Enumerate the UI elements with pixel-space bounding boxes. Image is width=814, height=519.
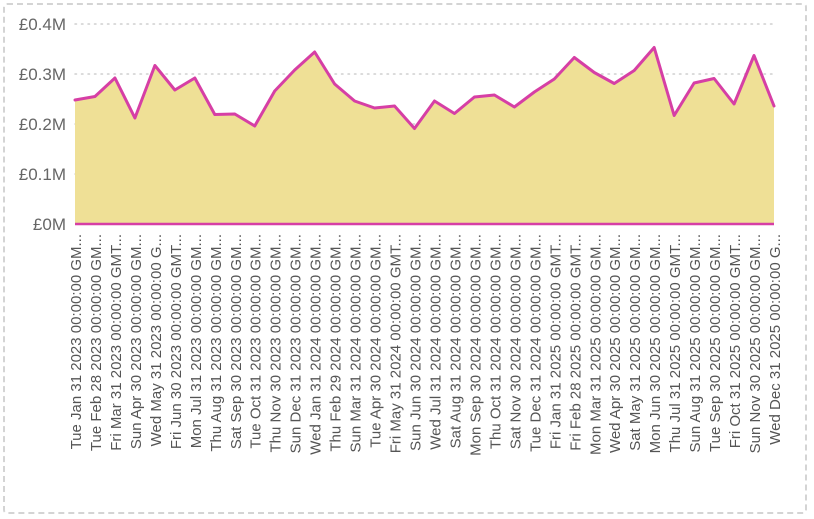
x-tick-label: Sat Sep 30 2023 00:00:00 GM... <box>228 234 245 449</box>
data-point <box>752 54 756 57</box>
area-fill <box>75 47 774 224</box>
data-point <box>593 71 596 74</box>
y-axis: £0M £0.1M £0.2M £0.3M £0.4M <box>19 15 66 234</box>
data-point <box>573 56 576 59</box>
data-point <box>652 46 656 49</box>
x-tick-label: Fri Mar 31 2023 00:00:00 GMT... <box>108 234 125 451</box>
data-point <box>93 95 97 98</box>
x-tick-label: Fri May 31 2024 00:00:00 GMT... <box>388 234 405 453</box>
x-tick-label: Thu Jul 31 2025 00:00:00 GMT... <box>667 234 684 452</box>
x-tick-label: Sun Nov 30 2025 00:00:00 GM... <box>747 234 764 453</box>
data-point <box>313 50 316 54</box>
y-tick-label: £0.1M <box>19 165 66 184</box>
y-tick-label: £0.3M <box>19 65 66 84</box>
data-point <box>672 114 676 117</box>
chart-frame <box>3 3 807 514</box>
x-tick-label: Thu Nov 30 2023 00:00:00 GM... <box>268 234 285 452</box>
x-axis: Tue Jan 31 2023 00:00:00 GM... Tue Feb 28… <box>68 234 784 456</box>
x-tick-label: Tue Oct 31 2023 00:00:00 GM... <box>248 234 265 449</box>
data-point <box>133 116 137 120</box>
x-tick-label: Sat May 31 2025 00:00:00 GM... <box>627 234 644 451</box>
data-point <box>153 64 157 67</box>
x-tick-label: Tue Apr 30 2024 00:00:00 GM... <box>368 234 385 448</box>
x-tick-label: Thu Oct 31 2024 00:00:00 GM... <box>487 234 504 449</box>
data-point <box>692 81 696 85</box>
data-point <box>173 88 177 92</box>
data-point <box>772 104 776 108</box>
x-tick-label: Wed Apr 30 2025 00:00:00 GM... <box>607 234 624 453</box>
x-tick-label: Mon Mar 31 2025 00:00:00 GM... <box>587 234 604 455</box>
x-tick-label: Sun Aug 31 2025 00:00:00 GM... <box>687 234 704 453</box>
x-tick-label: Mon Sep 30 2024 00:00:00 GM... <box>467 234 484 456</box>
x-tick-label: Tue Jan 31 2023 00:00:00 GM... <box>68 234 85 449</box>
data-point <box>413 127 416 130</box>
x-tick-label: Fri Feb 28 2025 00:00:00 GMT... <box>567 234 584 451</box>
x-tick-label: Wed Dec 31 2025 00:00:00 G... <box>767 234 784 445</box>
data-point <box>353 99 356 103</box>
data-point <box>732 102 736 106</box>
data-point <box>553 77 556 81</box>
y-tick-label: £0.4M <box>19 15 66 34</box>
x-tick-label: Sat Aug 31 2024 00:00:00 GM... <box>447 234 464 448</box>
data-point <box>113 76 117 80</box>
x-tick-label: Mon Jun 30 2025 00:00:00 GM... <box>647 234 664 453</box>
x-tick-label: Tue Dec 31 2024 00:00:00 GM... <box>527 234 544 452</box>
data-point <box>213 113 216 116</box>
data-point <box>373 106 376 110</box>
data-point <box>253 124 256 128</box>
data-point <box>193 76 197 80</box>
x-tick-label: Wed Jan 31 2024 00:00:00 GM... <box>308 234 325 455</box>
y-tick-label: £0.2M <box>19 115 66 134</box>
x-tick-label: Sat Nov 30 2024 00:00:00 GM... <box>507 234 524 449</box>
x-tick-label: Tue Sep 30 2025 00:00:00 GM... <box>707 234 724 452</box>
data-point <box>633 69 636 72</box>
data-point <box>712 77 716 80</box>
data-point <box>513 105 516 109</box>
data-point <box>493 93 496 97</box>
data-point <box>433 99 436 103</box>
data-point <box>473 95 476 99</box>
x-tick-label: Mon Jul 31 2023 00:00:00 GM... <box>188 234 205 448</box>
x-tick-label: Fri Jun 30 2023 00:00:00 GMT... <box>168 234 185 449</box>
y-tick-label: £0M <box>33 215 66 234</box>
x-tick-label: Fri Jan 31 2025 00:00:00 GMT... <box>547 234 564 449</box>
data-point <box>293 68 296 72</box>
data-point <box>533 90 536 94</box>
x-tick-label: Sun Jun 30 2024 00:00:00 GM... <box>408 234 425 451</box>
x-tick-label: Wed Jul 31 2024 00:00:00 GM... <box>427 234 444 450</box>
data-point <box>453 112 456 115</box>
series-line <box>73 46 776 130</box>
x-tick-label: Thu Aug 31 2023 00:00:00 GM... <box>208 234 225 452</box>
data-point <box>613 82 616 85</box>
data-point <box>233 112 236 116</box>
x-tick-label: Sun Mar 31 2024 00:00:00 GM... <box>348 234 365 452</box>
data-point <box>73 98 77 102</box>
x-tick-label: Fri Oct 31 2025 00:00:00 GMT... <box>727 234 744 448</box>
x-tick-label: Sun Dec 31 2023 00:00:00 GM... <box>288 234 305 453</box>
x-tick-label: Thu Feb 29 2024 00:00:00 GM... <box>328 234 345 452</box>
data-point <box>393 104 396 108</box>
data-point <box>273 89 276 93</box>
x-tick-label: Tue Feb 28 2023 00:00:00 GM... <box>88 234 105 451</box>
data-point <box>333 82 336 86</box>
plot-area <box>73 46 776 226</box>
x-tick-label: Sun Apr 30 2023 00:00:00 GM... <box>128 234 145 449</box>
x-tick-label: Wed May 31 2023 00:00:00 G... <box>148 234 165 446</box>
